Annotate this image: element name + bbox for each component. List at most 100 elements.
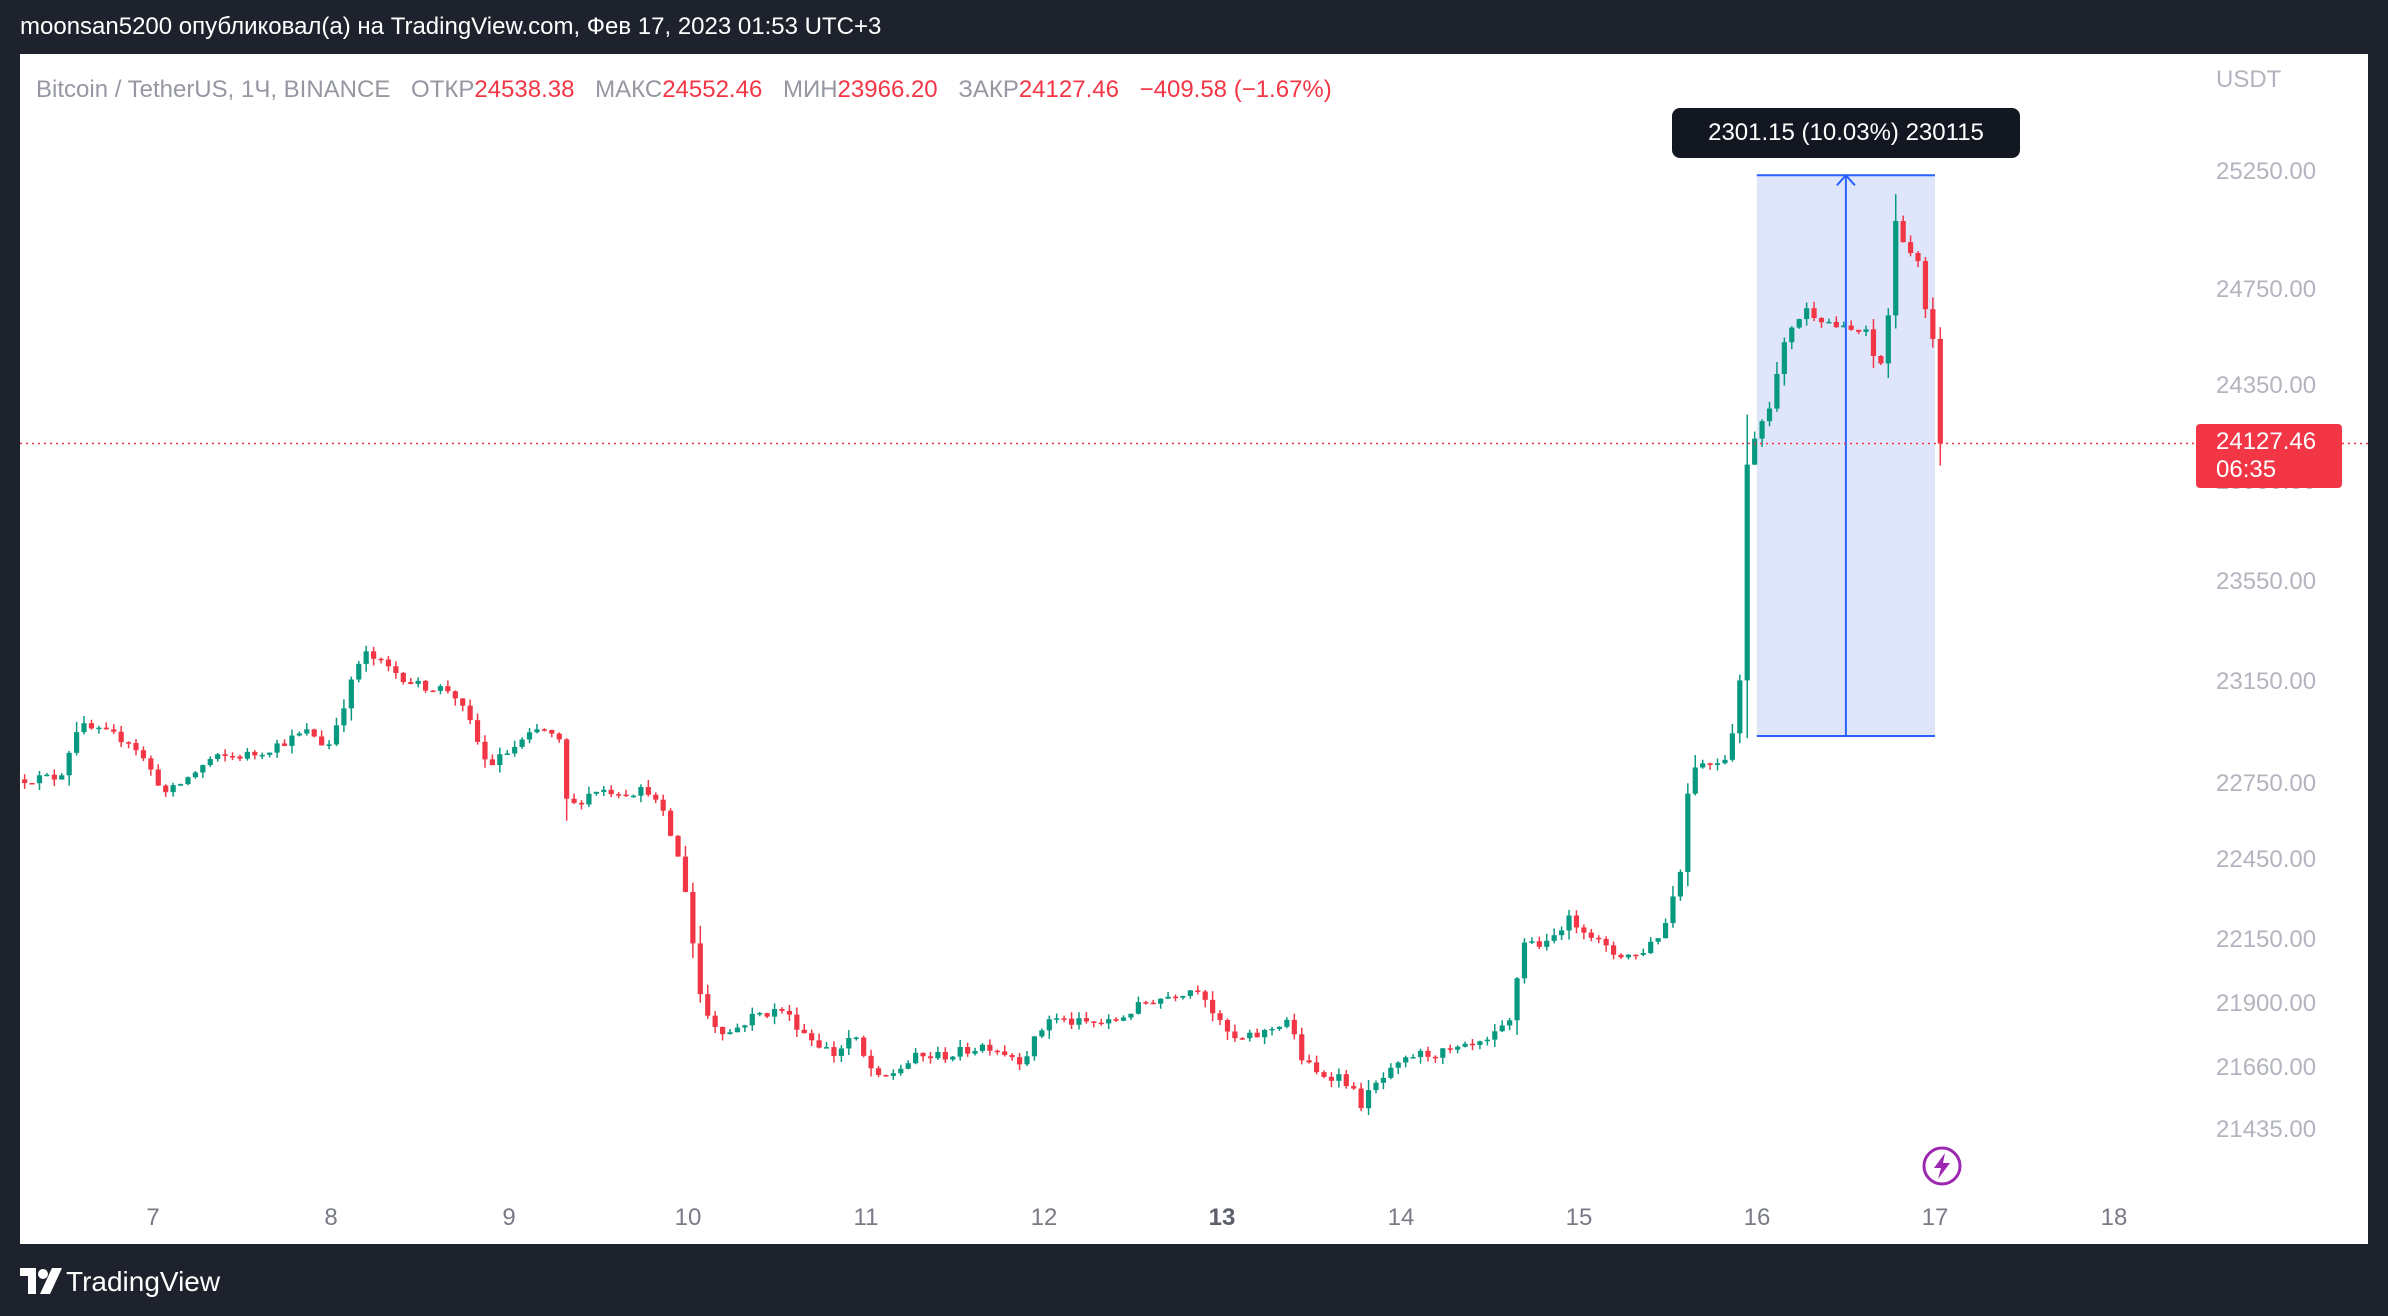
candle-body xyxy=(1113,1019,1119,1021)
candle-body xyxy=(430,690,436,693)
candle-body xyxy=(616,794,622,796)
candle-body xyxy=(1752,438,1758,465)
candle-body xyxy=(1447,1048,1453,1050)
candle-body xyxy=(578,802,585,805)
measure-arrow-icon xyxy=(1836,173,1856,186)
candle-body xyxy=(1395,1062,1401,1068)
candle-body xyxy=(1313,1062,1320,1073)
candle-body xyxy=(1930,309,1936,339)
candle-body xyxy=(437,686,444,691)
price-axis-unit[interactable]: USDT xyxy=(2216,66,2282,93)
candle-body xyxy=(1076,1018,1082,1025)
candle-body xyxy=(1106,1019,1112,1024)
candle-body xyxy=(1455,1046,1461,1050)
close-label: ЗАКР xyxy=(958,76,1019,103)
candle-body xyxy=(1633,954,1639,957)
candle-body xyxy=(1492,1031,1498,1040)
open-value: 24538.38 xyxy=(474,76,575,103)
x-tick-label: 17 xyxy=(1921,1204,1949,1231)
candle-body xyxy=(1425,1050,1431,1057)
candle-body xyxy=(957,1047,963,1057)
candle-body xyxy=(36,775,43,784)
y-tick-label: 24350.00 xyxy=(2216,372,2317,399)
candle-body xyxy=(1826,321,1832,324)
candle-body xyxy=(556,733,562,740)
candle-body xyxy=(1158,998,1164,1004)
y-tick-label: 21660.00 xyxy=(2216,1054,2317,1081)
candle-body xyxy=(1083,1018,1090,1022)
candle-body xyxy=(1581,927,1587,933)
candle-body xyxy=(534,729,540,733)
candle-body xyxy=(727,1032,733,1035)
candle-body xyxy=(1068,1018,1075,1025)
candle-body xyxy=(125,742,132,744)
candle-body xyxy=(623,794,629,797)
tradingview-logo-icon[interactable] xyxy=(20,1268,62,1294)
candle-body xyxy=(1462,1043,1468,1047)
candle-body xyxy=(1172,996,1179,999)
candle-body xyxy=(1870,329,1877,356)
candle-body xyxy=(1781,342,1787,375)
candle-body xyxy=(1900,220,1906,243)
candle-body xyxy=(482,741,488,760)
candle-body xyxy=(950,1056,956,1060)
candle-body xyxy=(1878,355,1884,364)
high-label: МАКС xyxy=(595,76,663,103)
candle-body xyxy=(994,1050,1000,1053)
y-tick-label: 23550.00 xyxy=(2216,568,2317,595)
candle-body xyxy=(177,784,184,786)
candle-body xyxy=(1937,338,1943,444)
candle-body xyxy=(1677,872,1684,897)
candlestick-chart[interactable] xyxy=(20,54,2368,1244)
last-price-value: 24127.46 xyxy=(2216,428,2317,455)
candle-body xyxy=(445,686,451,692)
candle-body xyxy=(660,799,666,811)
publisher-caption: moonsan5200 опубликовал(а) на TradingVie… xyxy=(20,13,882,40)
candle-body xyxy=(1662,923,1669,939)
candle-body xyxy=(771,1009,778,1017)
candle-body xyxy=(326,744,332,746)
candle-body xyxy=(1165,996,1171,999)
candle-body xyxy=(1848,325,1854,330)
candle-body xyxy=(378,658,384,661)
candle-body xyxy=(148,758,154,770)
candle-body xyxy=(549,730,555,734)
candle-body xyxy=(304,729,310,734)
candle-body xyxy=(593,791,599,794)
candle-body xyxy=(653,794,659,800)
candle-body xyxy=(1128,1013,1134,1018)
candle-body xyxy=(237,756,243,759)
candle-body xyxy=(987,1044,993,1051)
candle-body xyxy=(719,1026,726,1035)
candle-body xyxy=(638,787,644,796)
lightning-icon[interactable] xyxy=(1920,1144,1964,1188)
footer-brand[interactable]: TradingView xyxy=(66,1266,221,1297)
candle-body xyxy=(1417,1050,1424,1058)
candle-body xyxy=(452,691,458,699)
candle-body xyxy=(81,723,87,733)
measure-tooltip: 2301.15 (10.03%) 230115 xyxy=(1672,108,2020,158)
symbol-title[interactable]: Bitcoin / TetherUS, 1Ч, BINANCE xyxy=(36,76,391,103)
candle-body xyxy=(541,729,547,731)
candle-body xyxy=(497,754,503,766)
candle-body xyxy=(1700,763,1706,768)
y-tick-label: 22450.00 xyxy=(2216,846,2317,873)
candle-body xyxy=(1559,930,1565,936)
last-price-label[interactable]: 24127.46 06:35 xyxy=(2196,424,2342,488)
candle-body xyxy=(1796,319,1802,328)
candle-body xyxy=(267,752,273,755)
candle-body xyxy=(905,1063,911,1069)
candle-body xyxy=(192,772,199,778)
x-tick-label: 18 xyxy=(2100,1204,2128,1231)
candle-body xyxy=(1024,1056,1030,1065)
candle-body xyxy=(371,651,377,659)
candle-body xyxy=(1685,793,1691,873)
candle-body xyxy=(29,783,35,785)
candle-body xyxy=(1893,220,1899,316)
candle-body xyxy=(608,789,614,795)
candle-body xyxy=(356,663,362,680)
candle-body xyxy=(1625,954,1632,958)
chart-pane[interactable]: Bitcoin / TetherUS, 1Ч, BINANCE ОТКР2453… xyxy=(20,54,2368,1244)
candle-body xyxy=(757,1013,763,1015)
candle-body xyxy=(1373,1082,1379,1091)
